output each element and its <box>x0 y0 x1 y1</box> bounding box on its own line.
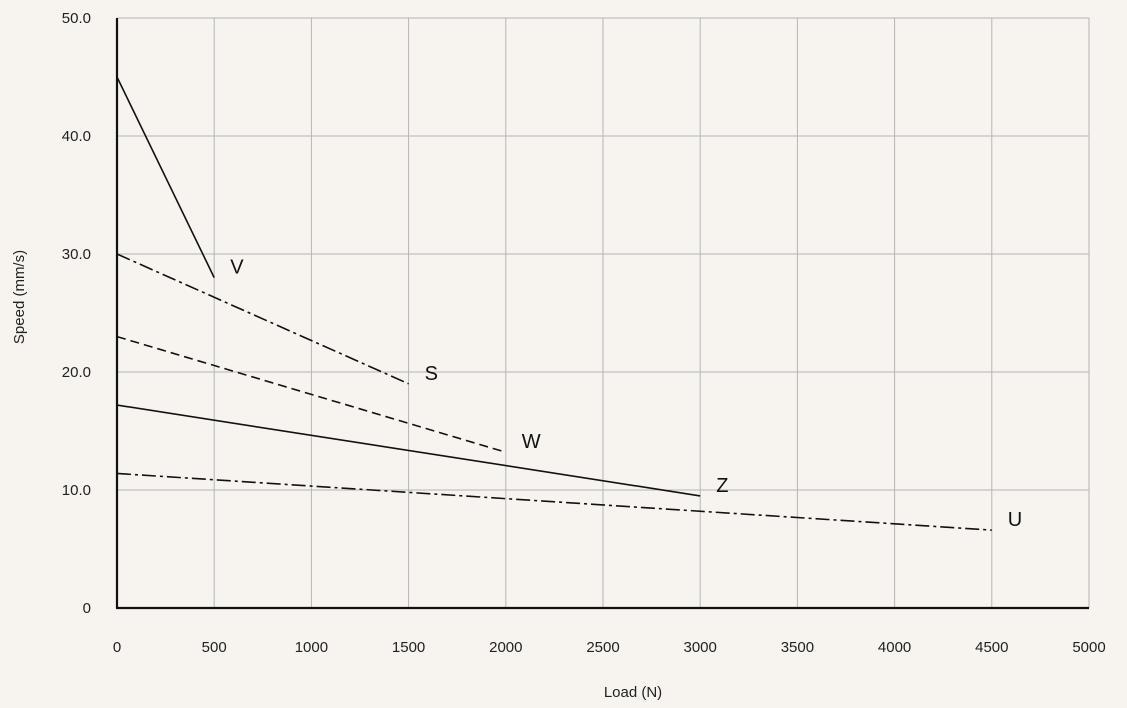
y-tick-label: 10.0 <box>62 482 91 499</box>
y-tick-label: 30.0 <box>62 246 91 263</box>
x-tick-label: 2500 <box>586 639 619 656</box>
series-line-z <box>116 404 701 497</box>
series-line-w <box>116 335 507 454</box>
y-tick-label: 20.0 <box>62 364 91 381</box>
x-tick-label: 1000 <box>295 639 328 656</box>
grid <box>117 17 1090 608</box>
x-tick-label: 4500 <box>975 639 1008 656</box>
y-axis-title: Speed (mm/s) <box>11 250 28 344</box>
x-tick-label: 0 <box>113 639 121 656</box>
series-lines <box>116 76 992 531</box>
x-axis-title: Load (N) <box>604 684 662 701</box>
y-tick-label: 0 <box>83 600 91 617</box>
x-tick-label: 1500 <box>392 639 425 656</box>
x-tick-label: 4000 <box>878 639 911 656</box>
series-line-s <box>116 253 409 385</box>
series-line-u <box>116 472 992 531</box>
x-tick-label: 3500 <box>781 639 814 656</box>
series-label-w: W <box>522 431 541 453</box>
x-tick-label: 3000 <box>684 639 717 656</box>
series-line-v <box>116 76 215 278</box>
y-tick-label: 40.0 <box>62 128 91 145</box>
series-label-v: V <box>230 257 244 279</box>
axes <box>115 18 1089 610</box>
series-label-u: U <box>1008 509 1022 531</box>
labels: 0 500 1000 1500 2000 2500 3000 3500 4000 4500 5000… <box>62 10 1106 656</box>
x-tick-label: 2000 <box>489 639 522 656</box>
y-tick-label: 50.0 <box>62 10 91 27</box>
series-label-s: S <box>425 363 438 385</box>
x-tick-label: 5000 <box>1072 639 1105 656</box>
x-tick-label: 500 <box>202 639 227 656</box>
series-label-z: Z <box>716 475 728 497</box>
